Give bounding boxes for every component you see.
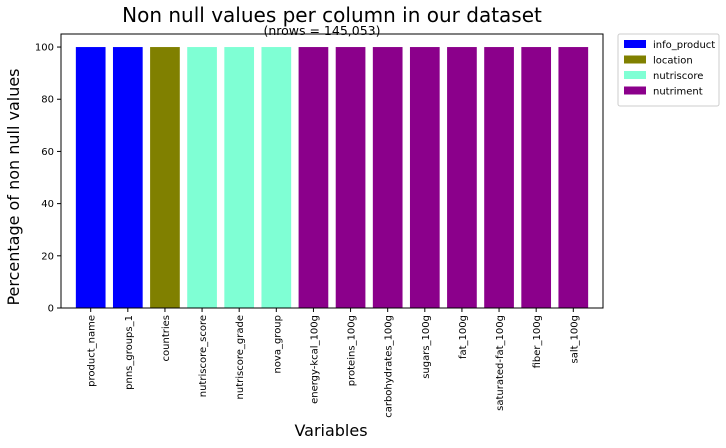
x-tick-label: sugars_100g [421,315,432,379]
x-tick-label: product_name [87,315,98,387]
x-tick-label: nova_group [272,315,283,374]
x-tick-label: proteins_100g [347,315,358,386]
chart-legend: info_product location nutriscore nutriment [617,33,720,107]
legend-label-info_product: info_product [653,40,715,51]
bar-nutriscore_grade [224,47,255,309]
bar-saturated-fat_100g [484,47,514,309]
bar-pnns_groups_1 [112,47,143,309]
y-tick-label: 40 [41,199,54,210]
bars-layer [75,47,589,309]
bar-carbohydrates_100g [372,47,403,309]
axes-layer: product_name pnns_groups_1 countries nutris… [35,33,604,418]
legend-label-nutriment: nutriment [653,87,703,98]
x-tick-label: energy-kcal_100g [309,315,320,404]
x-tick-label: carbohydrates_100g [384,315,395,418]
bar-sugars_100g [409,47,440,309]
y-tick-label: 80 [41,95,54,106]
chart-subtitle: (nrows = 145,053) [263,23,380,38]
bar-nova_group [261,47,292,309]
x-tick-label: nutriscore_score [198,315,209,397]
bar-countries [150,47,180,309]
legend-label-nutriscore: nutriscore [653,71,703,82]
chart-title: Non null values per column in our datase… [122,3,542,27]
bar-product_name [75,47,106,309]
x-tick-label: nutriscore_grade [235,315,246,399]
x-tick-label: countries [161,315,172,361]
x-tick-label: salt_100g [569,315,580,363]
x-tick-label: fat_100g [458,315,469,359]
y-tick-label: 0 [48,304,54,315]
bar-fat_100g [447,47,477,309]
legend-swatch-nutriscore [624,71,646,79]
y-tick-label: 100 [35,43,54,54]
y-tick-label: 20 [41,251,54,262]
bar-fiber_100g [521,47,552,309]
legend-swatch-location [624,55,646,64]
bar-energy-kcal_100g [298,47,329,309]
plot-frame [60,33,604,309]
legend-swatch-nutriment [624,86,646,95]
legend-swatch-info_product [624,40,646,48]
x-tick-label: pnns_groups_1 [124,315,135,390]
y-tick-label: 60 [41,147,54,158]
bar-salt_100g [558,47,589,309]
legend-label-location: location [653,56,693,67]
x-axis-label: Variables [294,421,367,440]
x-tick-label: fiber_100g [532,315,543,368]
y-axis-label: Percentage of non null values [4,68,23,305]
x-tick-label: saturated-fat_100g [495,315,506,411]
bar-proteins_100g [335,47,366,309]
bar-nutriscore_score [187,47,217,309]
